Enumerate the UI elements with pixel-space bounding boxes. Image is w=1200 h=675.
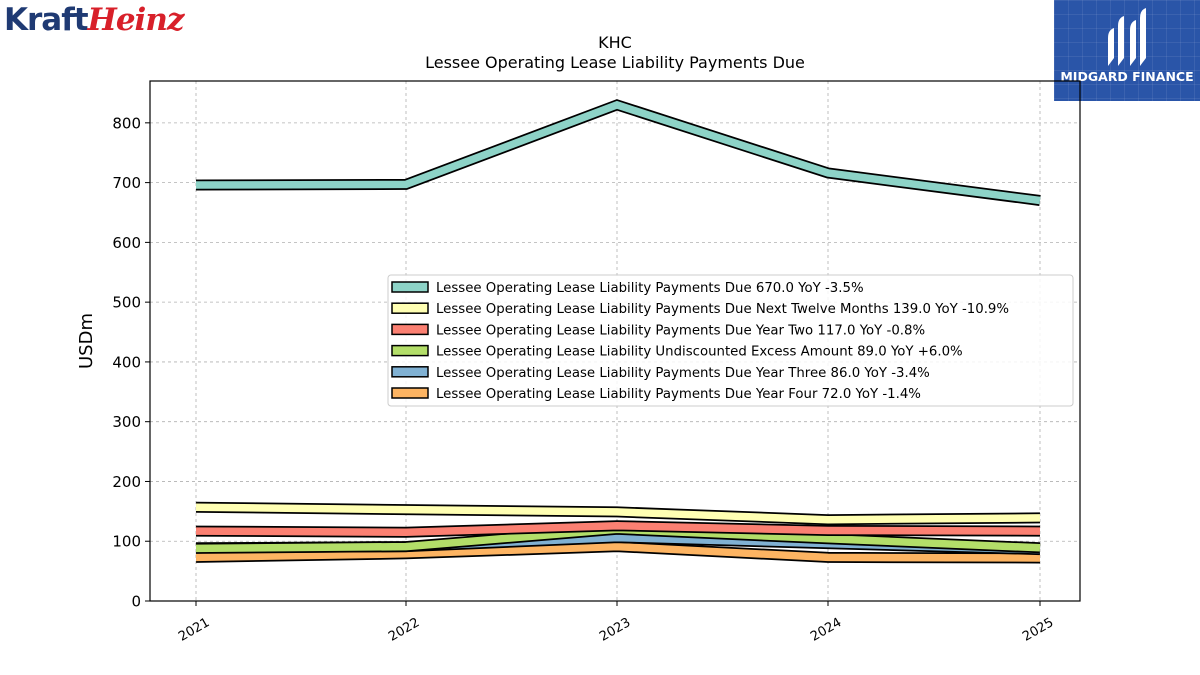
legend-swatch — [391, 366, 429, 378]
y-tick-label: 200 — [112, 473, 141, 491]
logo-heinz-text: Heinz — [87, 2, 185, 38]
logo-kraft-text: Kraft — [4, 2, 89, 38]
series-line — [195, 99, 1041, 206]
x-tick-label: 2025 — [1020, 615, 1056, 645]
y-tick-label: 100 — [112, 533, 141, 551]
midgard-mark-icon — [1108, 8, 1146, 66]
logo-grid-pattern — [1054, 0, 1200, 101]
series-band — [195, 503, 1041, 524]
kraft-heinz-logo: KraftHeinz — [4, 2, 185, 42]
series-line — [195, 520, 1041, 538]
x-tick-label: 2024 — [808, 615, 844, 645]
y-tick-label: 700 — [112, 174, 141, 192]
y-tick-label: 400 — [112, 353, 141, 371]
chart-subtitle: Lessee Operating Lease Liability Payment… — [425, 53, 805, 72]
series-band — [195, 542, 1041, 562]
legend-entry: Lessee Operating Lease Liability Payment… — [436, 281, 864, 296]
y-tick-label: 500 — [112, 294, 141, 312]
series-line — [195, 541, 1041, 564]
series-layer — [195, 99, 1041, 564]
x-tick-label: 2021 — [176, 615, 212, 645]
legend-entry: Lessee Operating Lease Liability Payment… — [436, 323, 925, 338]
legend: Lessee Operating Lease Liability Payment… — [387, 274, 1074, 407]
legend-entry: Lessee Operating Lease Liability Payment… — [436, 387, 921, 402]
legend-box — [387, 274, 1074, 407]
midgard-finance-logo: MIDGARD FINANCE — [1054, 0, 1200, 101]
y-tick-label: 0 — [131, 593, 141, 611]
legend-swatch — [391, 302, 429, 314]
legend-entry: Lessee Operating Lease Liability Undisco… — [436, 345, 963, 360]
series-band — [195, 521, 1041, 537]
series-line — [195, 501, 1041, 526]
y-tick-label: 800 — [112, 114, 141, 132]
midgard-finance-name: MIDGARD FINANCE — [1060, 69, 1194, 84]
legend-entry: Lessee Operating Lease Liability Payment… — [436, 366, 930, 381]
x-tick-label: 2022 — [386, 615, 422, 645]
legend-swatch — [391, 323, 429, 336]
y-tick-label: 300 — [112, 413, 141, 431]
chart-title: KHC — [598, 33, 632, 52]
series-band — [195, 100, 1041, 205]
y-tick-label: 600 — [112, 234, 141, 252]
legend-swatch — [391, 281, 429, 293]
legend-swatch — [391, 387, 429, 399]
legend-swatch — [391, 344, 429, 357]
x-tick-label: 2023 — [597, 615, 633, 645]
y-axis-label: USDm — [76, 313, 97, 369]
plot-frame — [149, 80, 1081, 602]
legend-entry: Lessee Operating Lease Liability Payment… — [436, 302, 1009, 317]
